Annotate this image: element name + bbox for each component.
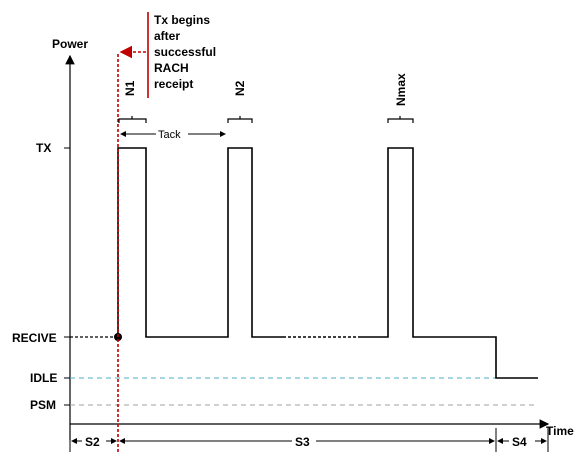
power-trace-segment-2 — [360, 147, 538, 379]
level-label-idle: IDLE — [30, 371, 57, 385]
tack-label-bg — [156, 127, 188, 140]
s2-label: S2 — [85, 435, 100, 449]
s2-label-bg — [82, 434, 106, 448]
annotation-line-3: successful — [154, 45, 216, 59]
power-trace-segment-1 — [117, 147, 283, 338]
annotation-line-1: Tx begins — [154, 13, 210, 27]
annotation-line-4: RACH — [154, 61, 189, 75]
annotation-line-5: receipt — [154, 77, 193, 91]
s4-label: S4 — [512, 435, 527, 449]
level-label-psm: PSM — [30, 398, 56, 412]
pulse-label-n1: N1 — [123, 80, 137, 96]
x-axis-label: Time — [546, 424, 574, 438]
pulse-brace-n1 — [118, 116, 147, 123]
pulse-brace-n2 — [227, 116, 253, 123]
level-label-tx: TX — [36, 141, 51, 155]
tack-label: Tack — [158, 129, 181, 141]
y-axis-label: Power — [52, 37, 88, 51]
pulse-label-n2: N2 — [233, 80, 247, 96]
s3-label: S3 — [295, 435, 310, 449]
pulse-brace-nmax — [387, 116, 414, 123]
s3-label-bg — [292, 434, 316, 448]
level-label-receive: RECIVE — [12, 331, 57, 345]
s4-label-bg — [509, 434, 535, 448]
pulse-label-nmax: Nmax — [394, 73, 408, 106]
annotation-line-2: after — [154, 29, 180, 43]
